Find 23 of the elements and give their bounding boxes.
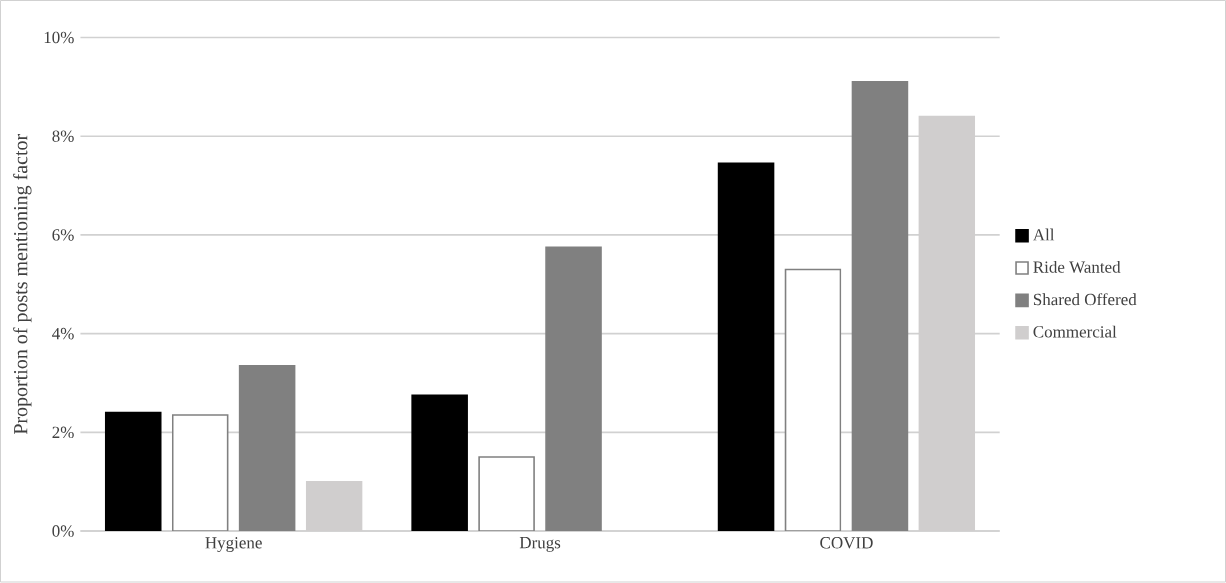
y-tick-label: 8% bbox=[52, 130, 74, 143]
y-tick-label: 4% bbox=[52, 328, 74, 340]
bar bbox=[411, 394, 468, 532]
bar bbox=[545, 246, 602, 532]
y-tick-label: 10% bbox=[44, 31, 74, 44]
bar bbox=[238, 365, 296, 532]
bar bbox=[104, 412, 162, 532]
legend-label: Ride Wanted bbox=[1033, 261, 1121, 274]
x-tick-label: Hygiene bbox=[205, 537, 262, 553]
y-axis-title: Proportion of posts mentioning factor bbox=[13, 134, 32, 435]
y-tick-label: 6% bbox=[52, 229, 74, 241]
y-tick-label: 0% bbox=[52, 525, 74, 538]
bar bbox=[784, 268, 842, 532]
legend-label: Commercial bbox=[1033, 325, 1117, 338]
bar bbox=[851, 81, 909, 532]
legend-label: All bbox=[1032, 228, 1055, 241]
x-tick-label: Drugs bbox=[519, 537, 561, 553]
x-tick-label: COVID bbox=[820, 537, 873, 549]
bar bbox=[717, 162, 775, 532]
bar bbox=[171, 414, 229, 532]
y-tick-label: 2% bbox=[52, 426, 74, 439]
legend-label: Shared Offered bbox=[1033, 293, 1137, 306]
bar bbox=[478, 456, 535, 532]
